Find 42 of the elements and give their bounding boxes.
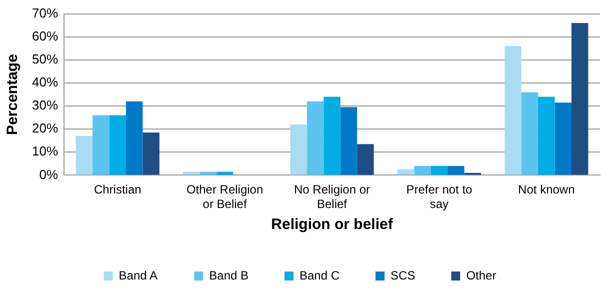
y-tick-label: 30% [32, 98, 58, 113]
bar [142, 132, 160, 175]
bar [521, 92, 538, 175]
bar [324, 96, 340, 175]
x-tick-label: No Religion or Belief [294, 182, 370, 212]
y-axis-title: Percentage [4, 54, 22, 135]
bar [290, 124, 307, 175]
y-tick-label: 50% [32, 51, 58, 66]
bar [538, 96, 555, 175]
bar [109, 115, 126, 175]
bar [397, 169, 414, 175]
legend-label: Band A [118, 268, 158, 282]
y-tick-label: 60% [32, 28, 58, 44]
y-tick-label: 0% [39, 166, 58, 182]
bar [216, 172, 234, 175]
x-axis-title: Religion or belief [271, 216, 394, 234]
bar [183, 172, 200, 175]
legend-label: Band C [300, 268, 340, 282]
y-tick-label: 10% [32, 144, 58, 159]
legend-label: Other [466, 268, 496, 282]
x-tick-label: Other Religion or Belief [186, 182, 264, 212]
x-tick-label: Not known [518, 182, 575, 197]
y-tick-label: 20% [32, 120, 58, 136]
x-tick-label: Prefer not to say [406, 182, 473, 212]
bar [414, 166, 431, 175]
y-tick-label: 40% [32, 74, 58, 90]
bar [76, 136, 93, 175]
bar [357, 144, 374, 175]
y-tick-label: 70% [32, 5, 58, 20]
legend-label: Band B [209, 268, 249, 282]
bar [554, 102, 572, 175]
bar [92, 115, 110, 175]
bar [448, 166, 464, 175]
bar [200, 172, 216, 175]
bar [126, 101, 143, 175]
legend-label: SCS [390, 268, 416, 282]
x-tick-label: Christian [94, 182, 142, 197]
bar [306, 101, 324, 175]
bar [430, 166, 448, 175]
bar [340, 107, 358, 175]
bar [571, 23, 588, 175]
bar [504, 46, 522, 175]
